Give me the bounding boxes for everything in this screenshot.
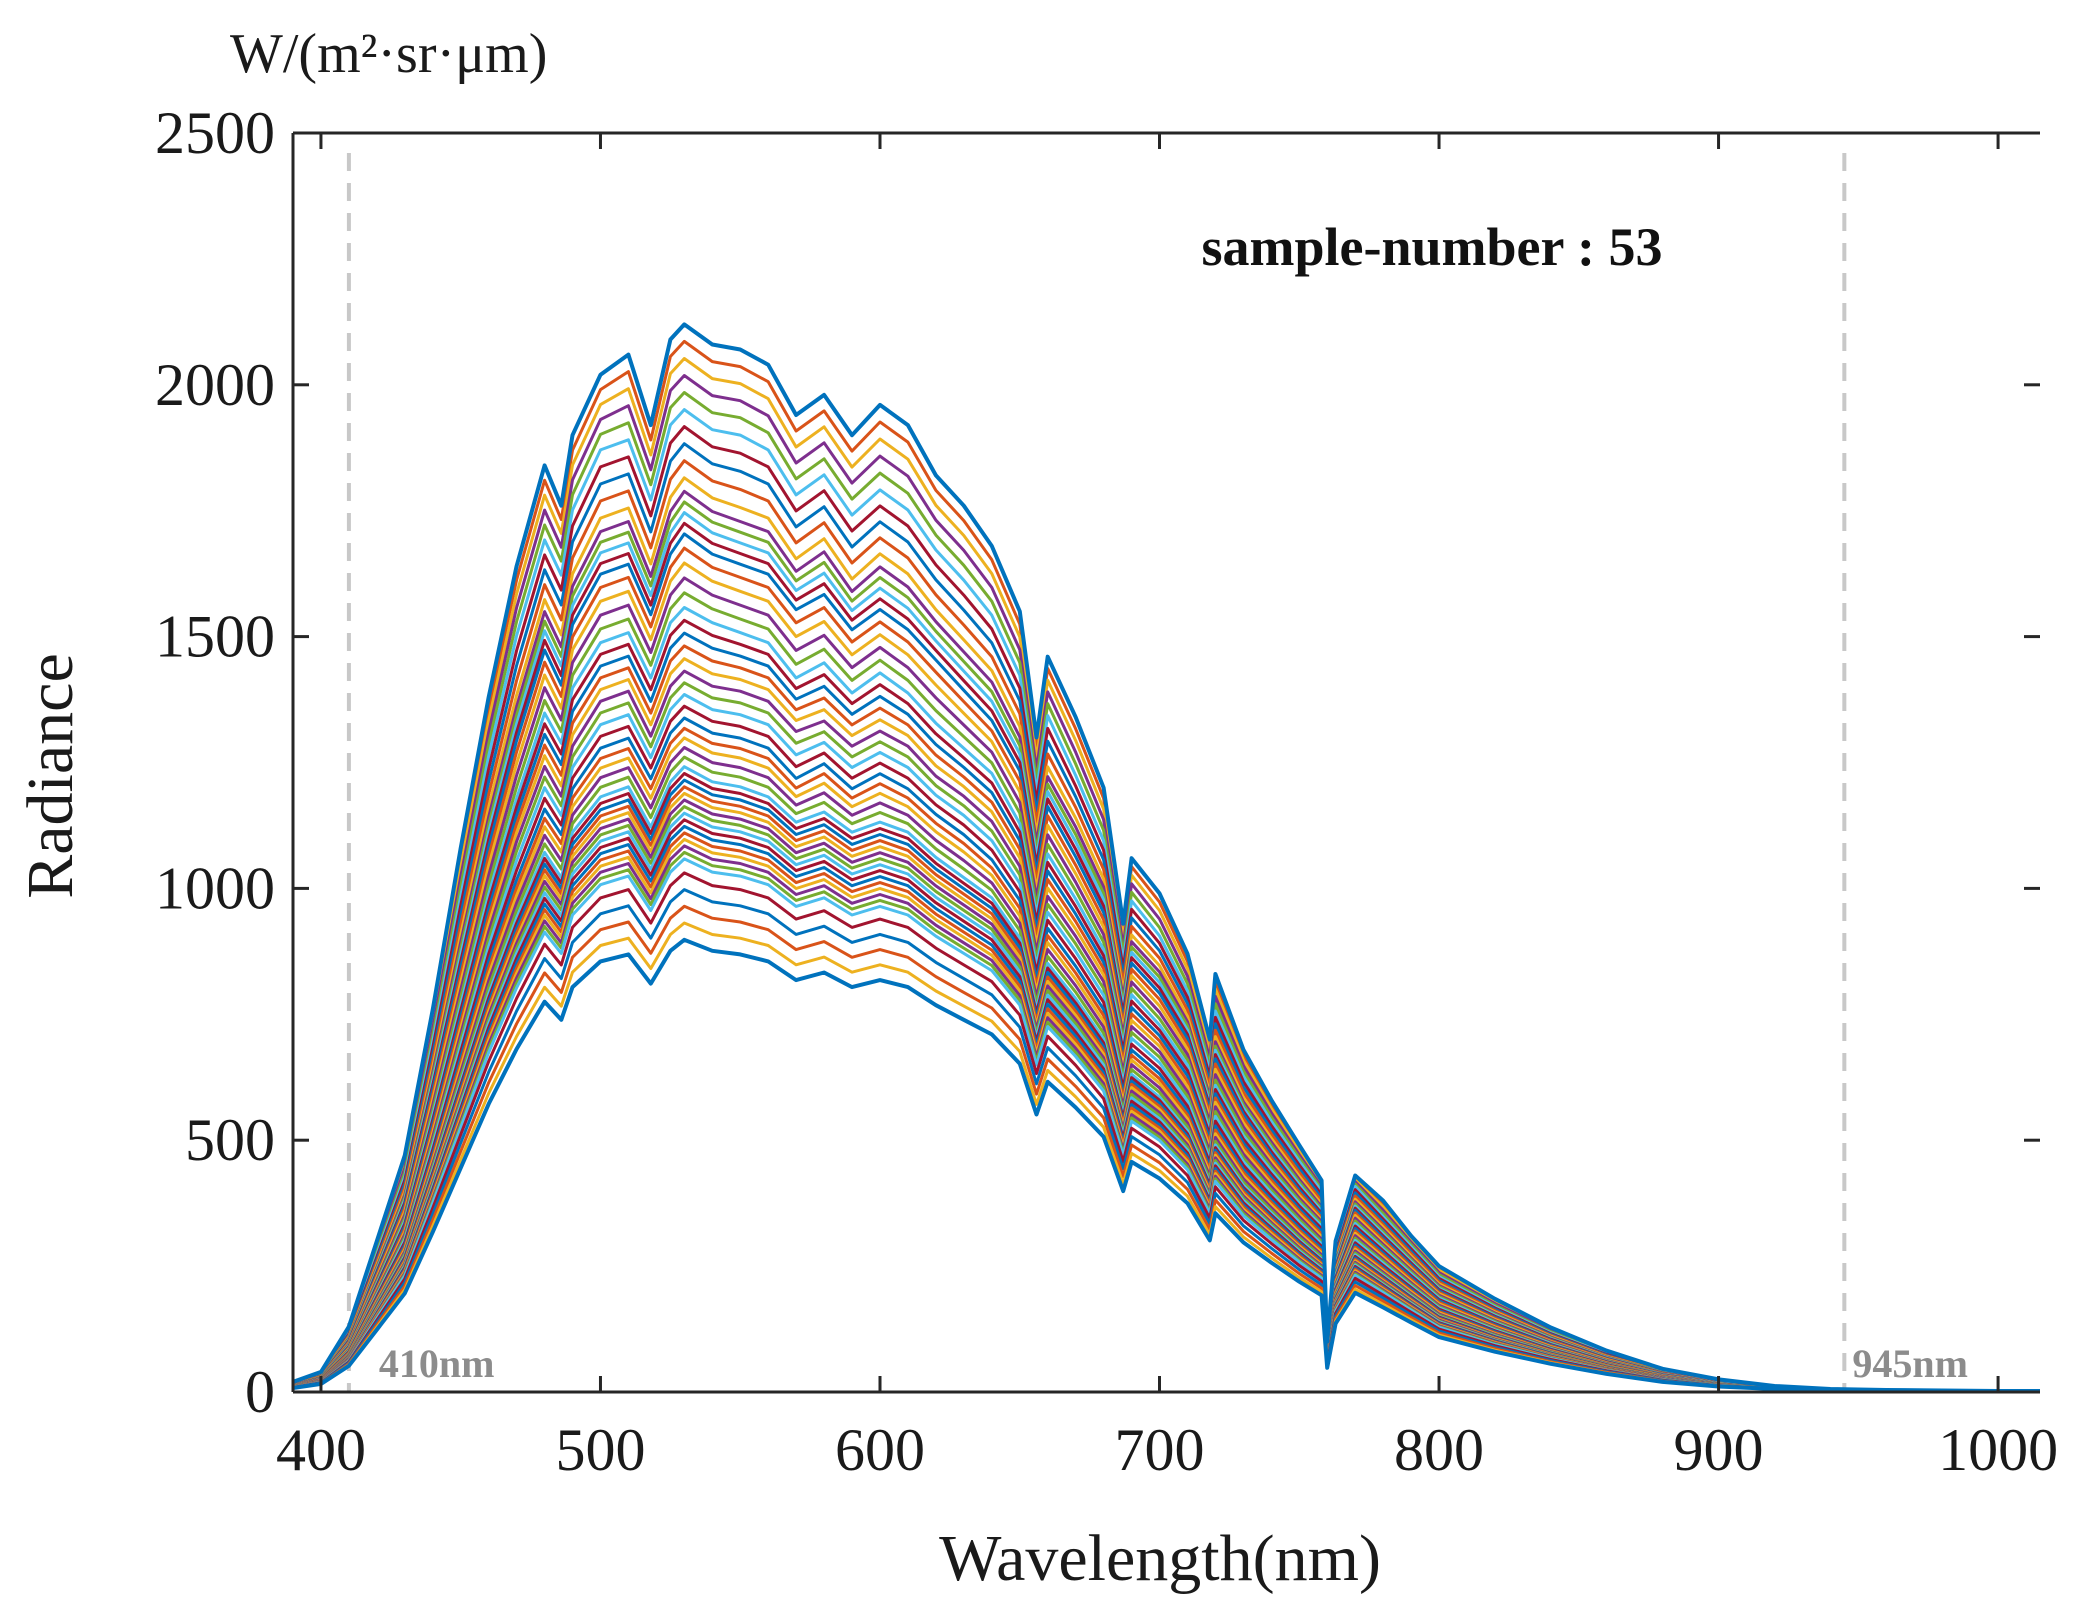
y-axis-ticks: 0 500 1000 1500 2000 2500: [155, 100, 2040, 1425]
y-tick-label: 2000: [155, 352, 275, 418]
spectrum-series-max: [292, 322, 2040, 1393]
x-tick-label: 600: [835, 1417, 925, 1483]
y-axis-title: Radiance: [14, 653, 87, 899]
x-tick-label: 800: [1394, 1417, 1484, 1483]
x-tick-label: 1000: [1938, 1417, 2058, 1483]
y-tick-label: 2500: [155, 100, 275, 166]
y-tick-label: 1000: [155, 855, 275, 921]
reference-lines: 410nm 945nm: [346, 153, 1968, 1392]
spectrum-series-53: [292, 938, 2040, 1393]
sample-number-annotation: sample-number : 53: [1201, 217, 1662, 277]
reference-label-945nm: 945nm: [1852, 1341, 1968, 1386]
y-tick-label: 0: [245, 1359, 275, 1425]
y-tick-label: 1500: [155, 604, 275, 670]
y-tick-label: 500: [185, 1107, 275, 1173]
y-axis-unit-label: W/(m²·sr·μm): [230, 23, 547, 85]
x-tick-label: 500: [555, 1417, 645, 1483]
x-tick-label: 900: [1674, 1417, 1764, 1483]
series-lines: [292, 322, 2040, 1393]
x-tick-label: 700: [1115, 1417, 1205, 1483]
x-axis-title: Wavelength(nm): [939, 1522, 1381, 1595]
x-tick-label: 400: [276, 1417, 366, 1483]
axes-frame: [291, 131, 2040, 1394]
x-axis-ticks: 400 500 600 700 800 900 1000: [276, 133, 2058, 1483]
spectrum-series-min: [292, 937, 2040, 1393]
reference-label-410nm: 410nm: [379, 1341, 495, 1386]
